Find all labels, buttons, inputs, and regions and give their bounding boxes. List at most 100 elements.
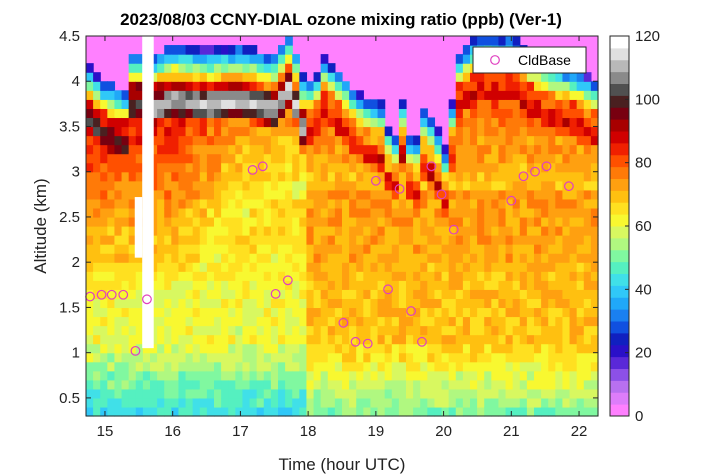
heatmap-cell [349, 397, 357, 408]
heatmap-cell [327, 244, 336, 254]
heatmap-cell [121, 198, 130, 209]
heatmap-cell [128, 388, 137, 399]
heatmap-cell [292, 153, 300, 164]
colorbar-segment [610, 356, 629, 370]
heatmap-cell [249, 262, 258, 272]
heatmap-cell [164, 388, 172, 399]
heatmap-cell [455, 153, 464, 164]
heatmap-cell [512, 126, 521, 137]
heatmap-cell [228, 397, 236, 408]
heatmap-cell [406, 280, 414, 290]
heatmap-cell [313, 81, 322, 91]
heatmap-cell [484, 388, 492, 399]
heatmap-cell [93, 198, 101, 209]
heatmap-cell [491, 226, 500, 236]
heatmap-cell [128, 180, 137, 191]
heatmap-cell [278, 162, 286, 173]
heatmap-cell [306, 90, 315, 100]
heatmap-cell [541, 81, 549, 91]
heatmap-cell [171, 253, 180, 263]
heatmap-cell [256, 397, 265, 408]
heatmap-cell [356, 226, 364, 236]
heatmap-cell [313, 289, 322, 299]
heatmap-cell [114, 171, 123, 182]
heatmap-cell [107, 189, 116, 200]
heatmap-cell [470, 280, 478, 290]
heatmap-cell [121, 153, 130, 164]
heatmap-cell [363, 289, 372, 299]
heatmap-cell [221, 90, 229, 100]
heatmap-cell [185, 334, 194, 345]
heatmap-cell [320, 334, 329, 345]
heatmap-cell [221, 280, 229, 290]
heatmap-cell [292, 235, 300, 245]
heatmap-cell [548, 298, 556, 309]
heatmap-cell [541, 388, 549, 399]
heatmap-cell [235, 207, 244, 218]
heatmap-cell [398, 343, 407, 354]
heatmap-cell [356, 397, 364, 408]
heatmap-cell [235, 271, 244, 281]
heatmap-cell [441, 343, 450, 354]
x-tick-label: 17 [232, 423, 249, 440]
heatmap-cell [199, 316, 208, 327]
heatmap-cell [576, 271, 585, 281]
heatmap-cell [420, 307, 428, 318]
heatmap-cell [462, 135, 471, 146]
heatmap-cell [377, 117, 386, 128]
colorbar-segment [610, 47, 629, 61]
heatmap-cell [263, 180, 272, 191]
heatmap-cell [178, 189, 187, 200]
heatmap-cell [562, 379, 571, 390]
heatmap-cell [327, 262, 336, 272]
heatmap-cell [427, 271, 436, 281]
heatmap-cell [228, 198, 236, 209]
heatmap-cell [206, 99, 215, 109]
heatmap-cell [100, 162, 108, 173]
heatmap-cell [590, 144, 599, 155]
heatmap-cell [121, 397, 130, 408]
heatmap-cell [534, 271, 542, 281]
heatmap-cell [114, 388, 123, 399]
heatmap-cell [128, 397, 137, 408]
heatmap-cell [505, 370, 514, 381]
heatmap-cell [285, 397, 293, 408]
heatmap-cell [178, 90, 187, 100]
heatmap-cell [249, 99, 258, 109]
heatmap-cell [370, 207, 379, 218]
heatmap-cell [491, 126, 500, 137]
heatmap-cell [512, 244, 521, 254]
heatmap-cell [157, 334, 165, 345]
heatmap-cell [199, 45, 208, 55]
heatmap-cell [128, 189, 137, 200]
heatmap-cell [128, 108, 137, 119]
heatmap-cell [370, 198, 379, 209]
heatmap-cell [327, 334, 336, 345]
heatmap-cell [228, 361, 236, 372]
heatmap-cell [519, 388, 528, 399]
heatmap-cell [519, 352, 528, 363]
heatmap-cell [278, 189, 286, 200]
heatmap-cell [285, 54, 293, 64]
heatmap-cell [505, 108, 514, 119]
heatmap-cell [285, 379, 293, 390]
heatmap-cell [491, 298, 500, 309]
heatmap-cell [128, 90, 137, 100]
heatmap-cell [455, 316, 464, 327]
heatmap-cell [455, 298, 464, 309]
colorbar-tick-label: 60 [635, 218, 652, 235]
heatmap-cell [590, 307, 599, 318]
heatmap-cell [548, 316, 556, 327]
heatmap-cell [555, 397, 564, 408]
heatmap-cell [292, 298, 300, 309]
heatmap-cell [121, 117, 130, 128]
heatmap-cell [448, 226, 457, 236]
heatmap-cell [235, 63, 244, 73]
heatmap-cell [107, 235, 116, 245]
heatmap-cell [171, 235, 180, 245]
heatmap-cell [171, 352, 180, 363]
heatmap-cell [185, 117, 194, 128]
plot-area-frame [85, 35, 599, 417]
heatmap-cell [519, 325, 528, 336]
heatmap-cell [292, 171, 300, 182]
